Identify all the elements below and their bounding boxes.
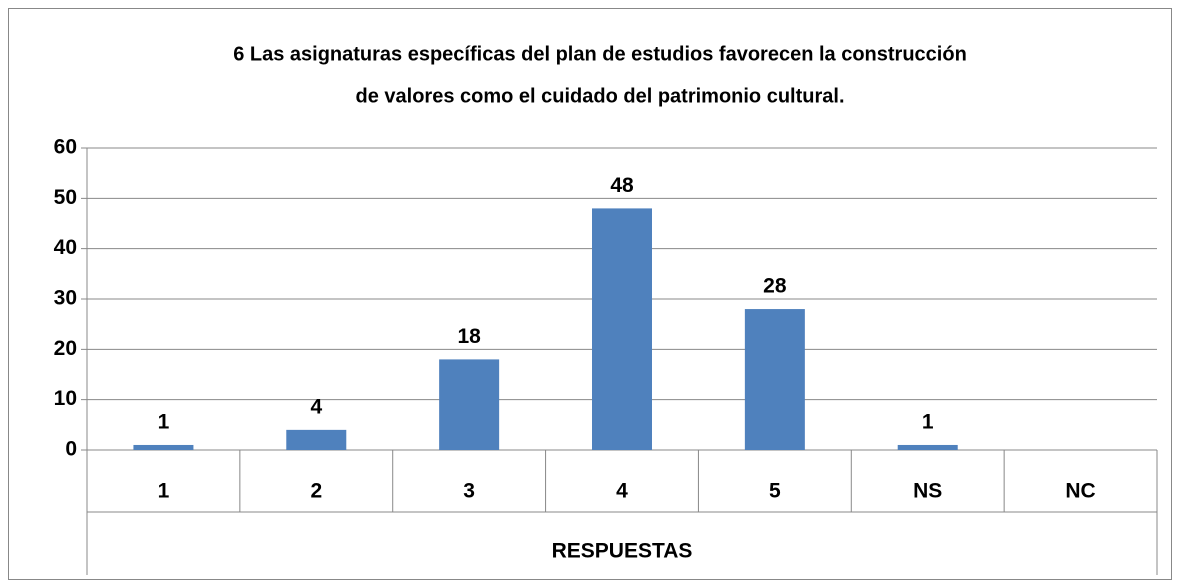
x-axis-label: RESPUESTAS: [552, 540, 693, 563]
y-tick-label: 40: [54, 236, 77, 259]
data-label: 28: [763, 275, 787, 298]
bar: [897, 444, 958, 450]
y-tick-label: 10: [54, 387, 77, 410]
chart-title: de valores como el cuidado del patrimoni…: [356, 85, 845, 107]
x-tick-label: NS: [913, 480, 942, 503]
x-tick-label: 2: [310, 480, 322, 503]
bar: [592, 208, 652, 450]
y-tick-label: 30: [54, 287, 77, 310]
y-tick-label: 20: [54, 337, 77, 360]
x-tick-label: 3: [463, 480, 475, 503]
bar: [286, 429, 347, 450]
data-label: 18: [457, 325, 481, 348]
x-tick-label: 1: [158, 480, 170, 503]
data-label: 48: [610, 174, 634, 197]
bar: [439, 359, 500, 450]
y-tick-label: 0: [65, 438, 77, 461]
bar: [133, 444, 194, 450]
y-tick-label: 50: [54, 186, 77, 209]
data-label: 1: [922, 411, 934, 434]
data-label: 1: [158, 411, 170, 434]
bar: [744, 309, 805, 450]
x-tick-label: 4: [616, 480, 628, 503]
x-tick-label: 5: [769, 480, 781, 503]
y-tick-label: 60: [54, 136, 77, 159]
chart-title: 6 Las asignaturas específicas del plan d…: [233, 43, 967, 65]
x-tick-label: NC: [1065, 480, 1095, 503]
data-label: 4: [310, 395, 322, 418]
